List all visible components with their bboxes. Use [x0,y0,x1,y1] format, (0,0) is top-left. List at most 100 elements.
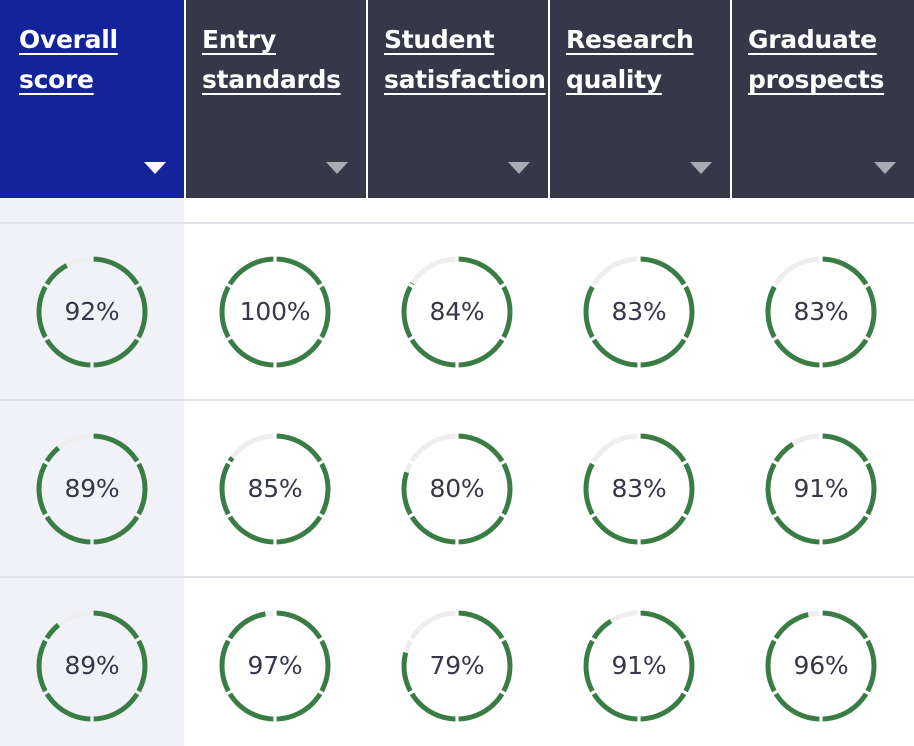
table-cell: 80% [366,401,548,576]
gauge-segment-divider [588,334,598,342]
gauge-segment-divider [224,458,234,466]
gauge-segment-divider [680,511,690,519]
score-gauge: 100% [218,254,332,369]
gauge-segment-divider [406,281,416,289]
gauge-ring [765,431,877,546]
gauge-segment-divider [41,458,51,466]
gauge-segment-divider [862,511,872,519]
table-cell: 91% [548,578,730,746]
score-gauge: 79% [400,608,514,723]
caret-down-icon[interactable] [144,162,166,174]
column-header-label: satisfaction [384,65,546,94]
gauge-segment-divider [224,688,234,696]
gauge-segment-divider [588,281,598,289]
gauge-segment-divider [498,511,508,519]
score-gauge: 97% [218,608,332,723]
gauge-segment-divider [770,281,780,289]
table-header: Overall score Entry standards Student sa… [0,0,914,198]
table-cell: 91% [730,401,912,576]
caret-down-icon[interactable] [874,162,896,174]
score-value: 89% [64,651,120,680]
gauge-segment-divider [588,511,598,519]
gauge-ring [401,608,513,723]
table-cell: 83% [548,224,730,399]
column-header-label: quality [566,65,662,94]
table-row: 89% 85% 80% 83% 91% [0,399,914,576]
gauge-segment-divider [498,281,508,289]
column-header-link[interactable]: Research quality [566,20,730,100]
table-cell: 96% [730,578,912,746]
score-value: 97% [247,651,303,680]
column-header-link[interactable]: Student satisfaction [384,20,548,100]
gauge-segment-divider [406,635,416,643]
score-value: 79% [429,651,485,680]
gauge-segment-divider [680,688,690,696]
column-header-link[interactable]: Entry standards [202,20,366,100]
score-gauge: 96% [764,608,878,723]
score-gauge: 80% [400,431,514,546]
gauge-segment-divider [680,281,690,289]
gauge-segment-divider [588,635,598,643]
score-gauge: 89% [35,431,149,546]
caret-down-icon[interactable] [508,162,530,174]
gauge-segment-divider [133,281,143,289]
column-header-overall-score[interactable]: Overall score [0,0,184,198]
gauge-segment-divider [862,458,872,466]
gauge-segment-divider [588,458,598,466]
column-header-research-quality[interactable]: Research quality [548,0,730,198]
gauge-ring [765,254,877,369]
table-cell: 79% [366,578,548,746]
gauge-segment-divider [862,635,872,643]
score-gauge: 89% [35,608,149,723]
score-value: 83% [793,297,849,326]
gauge-segment-divider [133,458,143,466]
gauge-segment-divider [406,458,416,466]
table-body: 92% 100% 84% 83% 83% 89% 85% 80% 83% 91% 89% 97% 79%… [0,222,914,746]
gauge-segment-divider [41,688,51,696]
gauge-segment-divider [406,334,416,342]
gauge-segment-divider [498,458,508,466]
gauge-segment-divider [224,281,234,289]
column-header-entry-standards[interactable]: Entry standards [184,0,366,198]
gauge-segment-divider [770,688,780,696]
score-gauge: 83% [582,431,696,546]
gauge-ring [219,431,331,546]
gauge-segment-divider [498,334,508,342]
column-header-link[interactable]: Graduate prospects [748,20,914,100]
column-header-student-satisfaction[interactable]: Student satisfaction [366,0,548,198]
gauge-segment-divider [133,688,143,696]
gauge-segment-divider [406,688,416,696]
gauge-segment-divider [406,511,416,519]
column-header-link[interactable]: Overall score [19,20,184,100]
gauge-segment-divider [224,635,234,643]
gauge-segment-divider [133,635,143,643]
column-header-graduate-prospects[interactable]: Graduate prospects [730,0,914,198]
score-value: 83% [611,297,667,326]
gauge-segment-divider [41,635,51,643]
score-gauge: 92% [35,254,149,369]
score-gauge: 84% [400,254,514,369]
gauge-ring [583,608,695,723]
gauge-ring [401,431,513,546]
table-cell: 85% [184,401,366,576]
score-value: 89% [64,474,120,503]
table-cell: 97% [184,578,366,746]
gauge-ring [219,608,331,723]
gauge-segment-divider [41,281,51,289]
gauge-ring [765,608,877,723]
gauge-segment-divider [316,334,326,342]
gauge-ring [36,608,148,723]
caret-down-icon[interactable] [326,162,348,174]
gauge-segment-divider [316,511,326,519]
column-header-label: standards [202,65,341,94]
column-header-label: score [19,65,94,94]
first-column-spacer [0,198,184,222]
score-gauge: 85% [218,431,332,546]
caret-down-icon[interactable] [690,162,712,174]
gauge-segment-divider [680,458,690,466]
score-value: 91% [611,651,667,680]
column-header-label: Overall [19,25,118,54]
table-row: 92% 100% 84% 83% 83% [0,222,914,399]
gauge-segment-divider [862,334,872,342]
gauge-segment-divider [498,635,508,643]
